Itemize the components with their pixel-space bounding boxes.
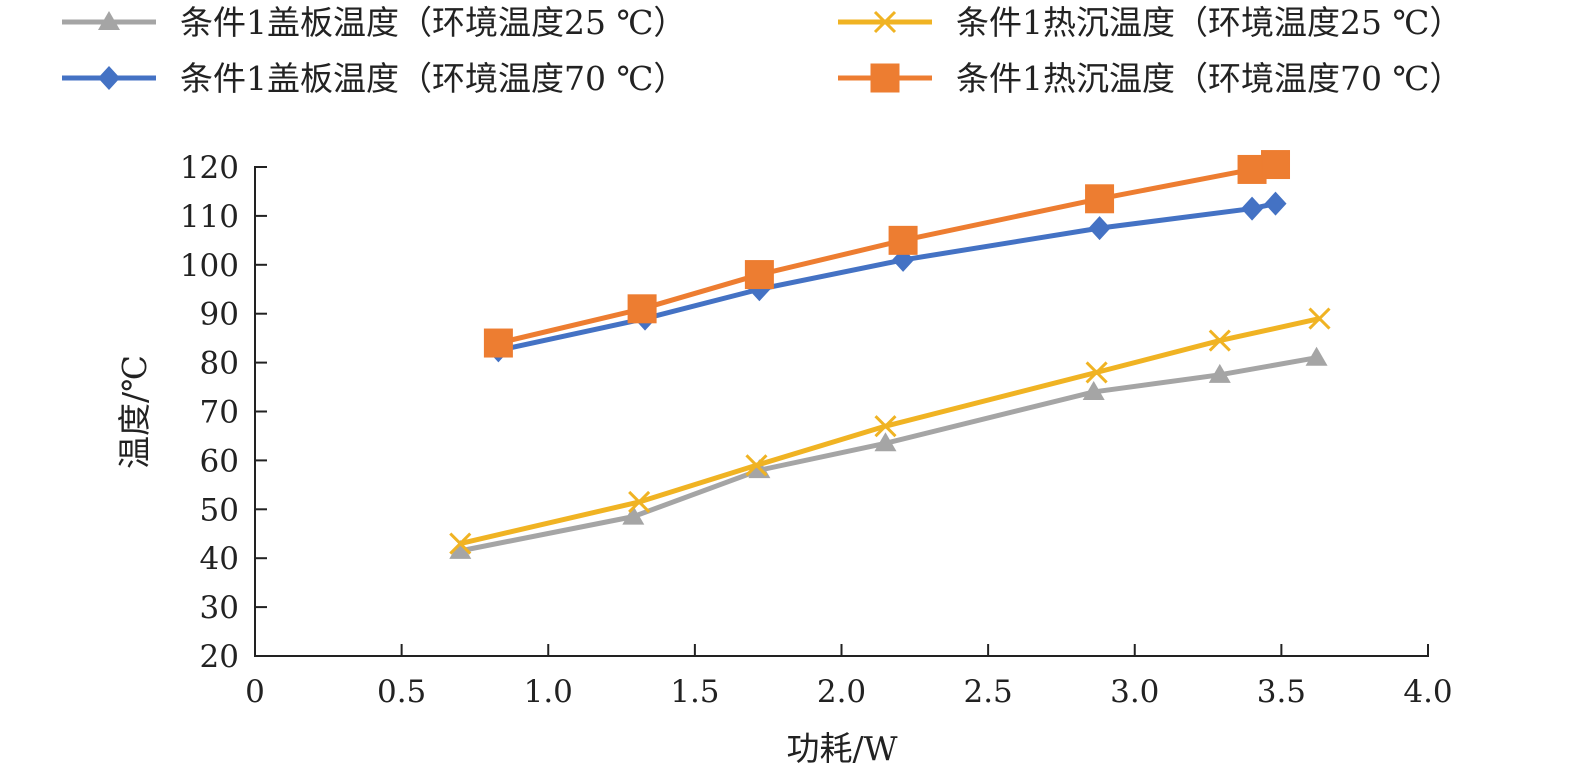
x-tick-label: 4.0 xyxy=(1403,674,1452,710)
x-tick-label: 1.0 xyxy=(524,674,573,710)
y-tick-label: 110 xyxy=(180,199,239,235)
y-axis-label: 温度/℃ xyxy=(115,355,154,469)
legend: 条件1盖板温度（环境温度25 ℃） 条件1热沉温度（环境温度25 ℃） 条件1盖板温… xyxy=(62,3,1462,98)
data-point xyxy=(1264,191,1287,216)
x-axis-label: 功耗/W xyxy=(786,729,897,768)
series-line xyxy=(459,355,1318,554)
x-tick-label: 2.0 xyxy=(817,674,866,710)
data-point xyxy=(1308,307,1331,330)
legend-marker xyxy=(870,63,900,93)
plot-area xyxy=(449,150,1331,559)
legend-label: 条件1盖板温度（环境温度25 ℃） xyxy=(180,3,686,42)
legend-marker xyxy=(98,11,120,30)
data-point xyxy=(483,328,513,358)
x-ticks: 0 0.5 1.0 1.5 2.0 2.5 3.0 3.5 4.0 xyxy=(245,644,1453,710)
data-point xyxy=(622,505,645,525)
x-tick-label: 0.5 xyxy=(377,674,426,710)
legend-label: 条件1热沉温度（环境温度25 ℃） xyxy=(956,3,1462,42)
y-tick-label: 120 xyxy=(180,150,239,186)
data-point xyxy=(449,539,472,559)
data-point xyxy=(1088,216,1111,241)
series-0 xyxy=(449,346,1328,559)
data-point xyxy=(745,454,768,477)
data-point xyxy=(627,294,657,324)
y-tick-label: 20 xyxy=(200,639,239,675)
data-point xyxy=(744,260,774,290)
y-ticks: 20 30 40 50 60 70 80 90 100 110 120 xyxy=(180,150,267,675)
data-point xyxy=(1241,196,1264,221)
data-point xyxy=(888,225,918,255)
data-point xyxy=(1305,346,1328,366)
x-tick-label: 3.5 xyxy=(1257,674,1306,710)
legend-label: 条件1盖板温度（环境温度70 ℃） xyxy=(180,59,686,98)
y-tick-label: 40 xyxy=(200,541,239,577)
y-tick-label: 30 xyxy=(200,590,239,626)
legend-marker xyxy=(873,10,897,34)
legend-item: 条件1盖板温度（环境温度25 ℃） xyxy=(62,3,686,42)
y-tick-label: 90 xyxy=(200,297,239,333)
data-point xyxy=(1085,361,1108,384)
x-tick-label: 0 xyxy=(245,674,265,710)
series-line xyxy=(497,162,1277,346)
axes: 20 30 40 50 60 70 80 90 100 110 120 0 0.5 1.0 1.5 2.0 2… xyxy=(115,150,1453,768)
series-3 xyxy=(483,150,1291,358)
legend-label: 条件1热沉温度（环境温度70 ℃） xyxy=(956,59,1462,98)
series-2 xyxy=(487,191,1287,363)
y-tick-label: 80 xyxy=(200,346,239,382)
data-point xyxy=(1085,184,1115,214)
data-point xyxy=(628,490,651,514)
x-tick-label: 2.5 xyxy=(963,674,1012,710)
data-point xyxy=(874,415,897,438)
data-point xyxy=(449,532,472,555)
series-1 xyxy=(449,307,1331,555)
data-point xyxy=(1261,150,1291,180)
legend-item: 条件1热沉温度（环境温度25 ℃） xyxy=(838,3,1462,42)
legend-item: 条件1热沉温度（环境温度70 ℃） xyxy=(838,59,1462,98)
data-point xyxy=(1208,329,1231,352)
y-tick-label: 70 xyxy=(200,395,239,431)
data-point xyxy=(1208,363,1231,383)
data-point xyxy=(874,432,897,452)
legend-marker xyxy=(98,66,120,90)
x-tick-label: 3.0 xyxy=(1110,674,1159,710)
x-tick-label: 1.5 xyxy=(670,674,719,710)
legend-item: 条件1盖板温度（环境温度70 ℃） xyxy=(62,59,686,98)
y-tick-label: 60 xyxy=(200,443,239,479)
y-tick-label: 100 xyxy=(180,248,239,284)
y-tick-label: 50 xyxy=(200,492,239,528)
series-line xyxy=(497,201,1277,353)
data-point xyxy=(1082,380,1105,400)
